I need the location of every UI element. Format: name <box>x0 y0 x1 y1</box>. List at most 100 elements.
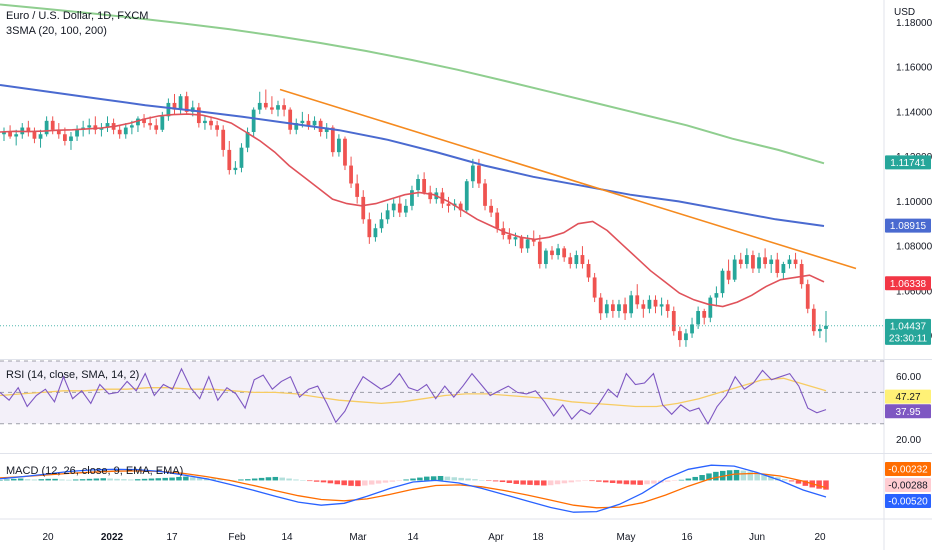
candle[interactable] <box>818 324 822 338</box>
candle[interactable] <box>671 306 676 336</box>
macd-badge-signal[interactable]: -0.00232 <box>885 462 931 476</box>
candle[interactable] <box>227 140 232 175</box>
candle[interactable] <box>239 143 244 173</box>
candle[interactable] <box>464 179 469 213</box>
candle[interactable] <box>470 158 475 188</box>
candle[interactable] <box>446 196 451 213</box>
candle[interactable] <box>105 116 110 133</box>
candle[interactable] <box>617 299 621 318</box>
rsi-pane[interactable] <box>0 360 884 425</box>
candle[interactable] <box>26 120 31 137</box>
candle[interactable] <box>257 91 262 115</box>
price-badge-sma100[interactable]: 1.08915 <box>885 218 931 233</box>
symbol-title[interactable]: Euro / U.S. Dollar, 1D, FXCM <box>6 10 149 22</box>
candle[interactable] <box>251 107 256 137</box>
candle[interactable] <box>373 223 378 242</box>
candle[interactable] <box>263 89 268 110</box>
candle[interactable] <box>787 255 792 269</box>
macd-pane[interactable] <box>0 464 829 513</box>
candle[interactable] <box>568 252 573 269</box>
candle[interactable] <box>343 136 347 171</box>
candle[interactable] <box>641 299 646 318</box>
sma-100-line[interactable] <box>0 84 825 227</box>
candle[interactable] <box>361 190 366 224</box>
candle[interactable] <box>751 250 755 273</box>
candle[interactable] <box>580 246 585 269</box>
sma-indicator-label[interactable]: 3SMA (20, 100, 200) <box>6 25 107 37</box>
candle[interactable] <box>732 255 737 282</box>
candle[interactable] <box>355 174 360 204</box>
candle[interactable] <box>586 259 591 282</box>
candle[interactable] <box>87 118 92 135</box>
candle[interactable] <box>489 199 493 218</box>
candle[interactable] <box>598 293 603 320</box>
candle[interactable] <box>50 116 55 135</box>
candle[interactable] <box>209 116 213 130</box>
candle[interactable] <box>690 317 694 338</box>
candle[interactable] <box>659 297 664 316</box>
candle[interactable] <box>391 199 396 218</box>
macd-line[interactable] <box>0 464 827 513</box>
candle[interactable] <box>172 93 177 115</box>
rsi-badge-rsi[interactable]: 37.95 <box>885 404 931 419</box>
candle[interactable] <box>531 230 536 247</box>
candle[interactable] <box>136 116 140 133</box>
candle[interactable] <box>763 248 767 269</box>
candle[interactable] <box>38 129 43 148</box>
candle[interactable] <box>166 98 171 121</box>
candle[interactable] <box>294 118 299 135</box>
candle[interactable] <box>245 127 250 153</box>
candle[interactable] <box>117 125 122 139</box>
sma-20-line[interactable] <box>0 113 825 308</box>
candle[interactable] <box>367 212 372 244</box>
macd-badge-macd[interactable]: -0.00520 <box>885 494 931 508</box>
candle[interactable] <box>556 243 560 260</box>
price-axis[interactable]: 1.180001.160001.140001.120001.100001.080… <box>885 18 932 508</box>
rsi-badge-ma[interactable]: 47.27 <box>885 389 931 404</box>
candle[interactable] <box>93 116 98 135</box>
rsi-indicator-label[interactable]: RSI (14, close, SMA, 14, 2) <box>6 369 140 381</box>
candle[interactable] <box>203 116 207 130</box>
candle[interactable] <box>720 268 725 298</box>
candle[interactable] <box>44 116 49 137</box>
price-badge-sma20[interactable]: 1.06338 <box>885 276 931 291</box>
candle[interactable] <box>2 127 6 141</box>
candle[interactable] <box>397 196 402 218</box>
candle[interactable] <box>781 261 786 280</box>
candle[interactable] <box>154 118 159 135</box>
candle[interactable] <box>629 290 634 318</box>
candle[interactable] <box>604 299 609 318</box>
candle[interactable] <box>288 107 293 135</box>
candle[interactable] <box>306 114 311 130</box>
candle[interactable] <box>647 295 652 314</box>
candle[interactable] <box>726 259 731 285</box>
candle[interactable] <box>221 125 226 157</box>
candle[interactable] <box>537 234 542 269</box>
candle[interactable] <box>403 199 408 218</box>
candle[interactable] <box>385 203 390 224</box>
macd-badge-hist[interactable]: -0.00288 <box>885 478 931 492</box>
candle[interactable] <box>611 299 615 318</box>
macd-indicator-label[interactable]: MACD (12, 26, close, 9, EMA, EMA) <box>6 465 184 477</box>
macd-signal-line[interactable] <box>0 470 827 509</box>
candle[interactable] <box>123 123 128 139</box>
candle[interactable] <box>592 272 597 303</box>
candle[interactable] <box>69 132 73 150</box>
candle[interactable] <box>215 120 219 137</box>
candle[interactable] <box>32 127 37 144</box>
candle[interactable] <box>99 123 104 137</box>
trendline[interactable] <box>279 88 857 270</box>
candle[interactable] <box>276 100 280 117</box>
candle[interactable] <box>744 248 749 269</box>
candle[interactable] <box>799 259 804 289</box>
candle[interactable] <box>635 284 640 309</box>
candle[interactable] <box>769 255 774 273</box>
candle[interactable] <box>379 212 384 233</box>
candle[interactable] <box>507 228 512 244</box>
candle[interactable] <box>14 129 19 146</box>
candle[interactable] <box>544 248 548 269</box>
candle[interactable] <box>349 156 353 188</box>
candle[interactable] <box>775 252 780 278</box>
sma-200-line[interactable] <box>0 3 825 165</box>
